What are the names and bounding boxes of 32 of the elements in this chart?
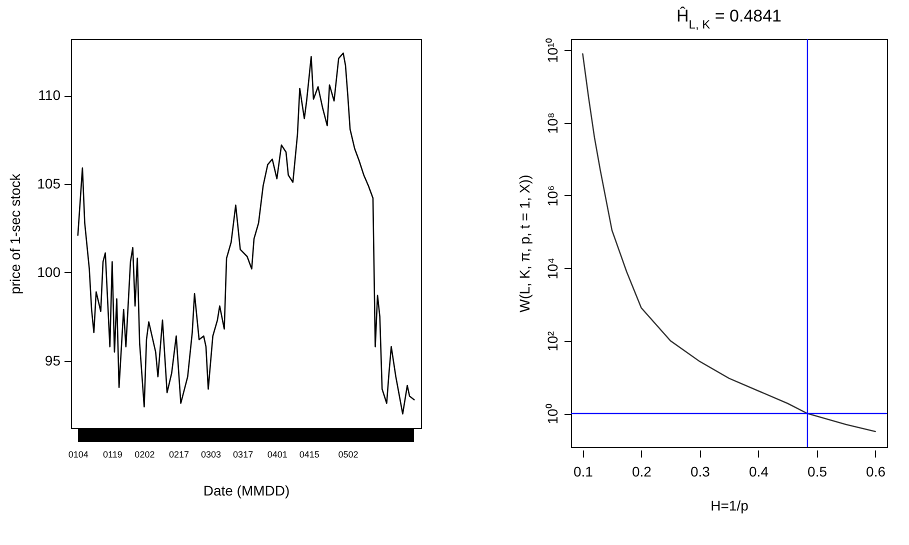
x-axis-title: H=1/p (710, 498, 749, 514)
x-tick-label: 0217 (169, 450, 190, 460)
line-series (77, 52, 415, 415)
y-tick-label: 95 (44, 352, 61, 368)
x-tick-label: 0.6 (866, 464, 886, 480)
x-tick-label: 0119 (102, 450, 122, 460)
y-tick-label: 10⁶ (544, 185, 560, 207)
x-tick-label: 0.3 (690, 464, 710, 480)
x-tick-label: 0202 (134, 450, 155, 460)
y-axis-title: price of 1-sec stock (7, 172, 24, 294)
chart-title: Ĥ$_{L, K}$ = 0.4841 (676, 6, 782, 32)
y-tick-label: 100 (37, 264, 61, 280)
x-tick-label: 0502 (338, 450, 358, 460)
x-tick-label: 0415 (299, 450, 320, 460)
y-tick-label: 105 (37, 175, 61, 192)
x-tick-label: 0.1 (573, 464, 594, 480)
y-tick-label: 10⁸ (544, 112, 560, 134)
x-tick-label: 0.2 (632, 464, 652, 480)
line-series (582, 53, 876, 432)
x-tick-label: 0.5 (808, 464, 828, 480)
y-tick-label: 10² (544, 330, 560, 352)
y-tick-label: 110 (38, 87, 61, 104)
x-tick-label: 0104 (68, 450, 88, 460)
y-axis-title: W(L, K, π, p, t = 1, X)) (516, 174, 532, 312)
x-tick-label: 0303 (201, 450, 222, 460)
y-tick-label: 10¹⁰ (544, 38, 560, 64)
x-tick-label: 0317 (233, 450, 254, 460)
x-tick-label: 0.4 (749, 464, 769, 480)
x-axis-title: Date (MMDD) (203, 482, 290, 498)
x-tick-label: 0401 (267, 450, 288, 460)
y-tick-label: 10⁰ (544, 404, 560, 424)
y-tick-label: 10⁴ (544, 258, 560, 280)
